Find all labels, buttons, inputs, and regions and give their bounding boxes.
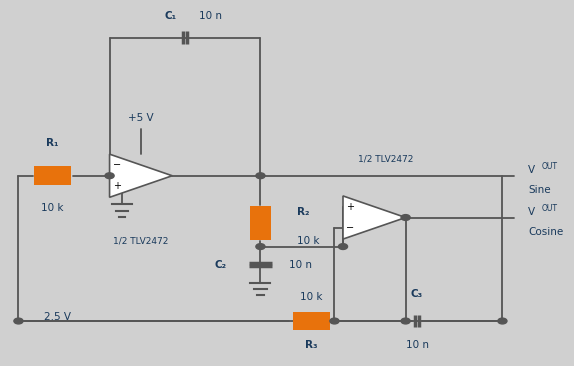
Text: −: −	[113, 160, 121, 170]
Circle shape	[330, 318, 339, 324]
Text: −: −	[347, 223, 355, 233]
Text: 2.5 V: 2.5 V	[44, 313, 71, 322]
Circle shape	[401, 214, 410, 220]
Text: C₁: C₁	[165, 11, 177, 21]
Text: 10 k: 10 k	[297, 236, 320, 246]
Bar	[250, 206, 272, 240]
Text: V: V	[528, 207, 535, 217]
Text: R₁: R₁	[46, 138, 59, 148]
Text: OUT: OUT	[542, 162, 558, 171]
Circle shape	[498, 318, 507, 324]
Text: Cosine: Cosine	[528, 227, 563, 237]
Text: V: V	[528, 165, 535, 175]
Text: +: +	[113, 181, 121, 191]
Text: 10 n: 10 n	[405, 340, 429, 350]
Polygon shape	[110, 154, 172, 197]
Circle shape	[256, 244, 265, 250]
Text: R₃: R₃	[305, 340, 318, 350]
Text: 10 n: 10 n	[199, 11, 222, 21]
Text: 10 n: 10 n	[289, 260, 312, 270]
Text: 1/2 TLV2472: 1/2 TLV2472	[358, 155, 413, 164]
Text: C₃: C₃	[411, 289, 423, 299]
Text: +: +	[347, 202, 355, 212]
Circle shape	[339, 244, 347, 250]
Bar	[34, 166, 71, 185]
Text: 10 k: 10 k	[300, 292, 323, 302]
Text: Sine: Sine	[528, 185, 550, 195]
Polygon shape	[343, 196, 406, 239]
Circle shape	[14, 318, 23, 324]
Text: OUT: OUT	[542, 204, 558, 213]
Text: 1/2 TLV2472: 1/2 TLV2472	[113, 236, 169, 246]
Circle shape	[401, 318, 410, 324]
Text: C₂: C₂	[215, 260, 227, 270]
Text: +5 V: +5 V	[128, 113, 154, 123]
Circle shape	[105, 173, 114, 179]
Text: R₂: R₂	[297, 207, 310, 217]
Circle shape	[256, 173, 265, 179]
Bar	[293, 311, 330, 330]
Text: 10 k: 10 k	[41, 203, 64, 213]
